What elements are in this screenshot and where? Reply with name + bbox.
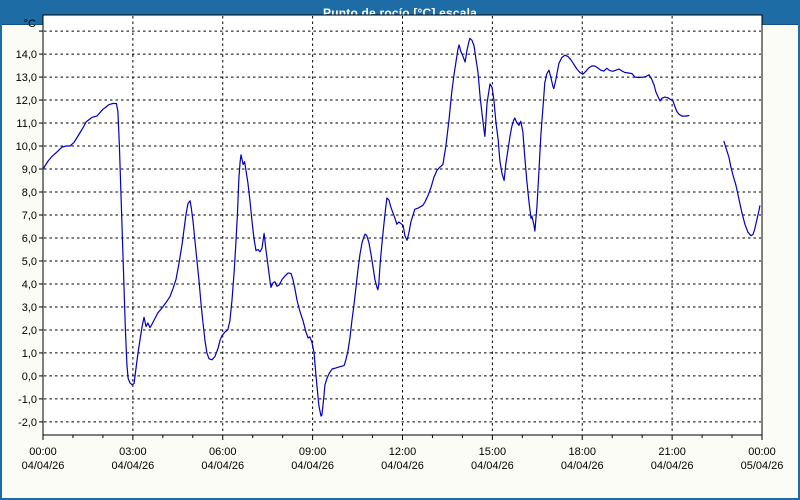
- y-tick-label: 4,0: [22, 279, 37, 291]
- x-tick-date-label: 05/04/26: [741, 460, 784, 472]
- y-tick-label: 1,0: [22, 348, 37, 360]
- y-tick-label: 5,0: [22, 256, 37, 268]
- x-tick-time-label: 00:00: [748, 446, 776, 458]
- x-tick-date-label: 04/04/26: [291, 460, 334, 472]
- y-tick-label: -1,0: [18, 394, 37, 406]
- y-tick-label: 2,0: [22, 325, 37, 337]
- x-tick-time-label: 21:00: [658, 446, 686, 458]
- y-tick-label: 14,0: [16, 49, 37, 61]
- y-tick-label: 9,0: [22, 164, 37, 176]
- y-tick-label: 8,0: [22, 187, 37, 199]
- x-tick-date-label: 04/04/26: [201, 460, 244, 472]
- x-tick-time-label: 15:00: [479, 446, 507, 458]
- x-tick-date-label: 04/04/26: [651, 460, 694, 472]
- y-tick-label: 6,0: [22, 233, 37, 245]
- y-axis-unit-label: °C: [24, 18, 36, 30]
- y-tick-label: 10,0: [16, 141, 37, 153]
- x-tick-date-label: 04/04/26: [471, 460, 514, 472]
- x-tick-date-label: 04/04/26: [381, 460, 424, 472]
- y-tick-label: 3,0: [22, 302, 37, 314]
- x-tick-date-label: 04/04/26: [561, 460, 604, 472]
- y-tick-label: 12,0: [16, 95, 37, 107]
- y-tick-label: -2,0: [18, 417, 37, 429]
- x-tick-time-label: 18:00: [568, 446, 596, 458]
- x-tick-date-label: 04/04/26: [111, 460, 154, 472]
- y-tick-label: 11,0: [16, 118, 37, 130]
- dew-point-line-segment: [723, 140, 761, 237]
- x-tick-time-label: 03:00: [119, 446, 147, 458]
- dew-point-line-segment: [42, 37, 690, 417]
- x-tick-date-label: 04/04/26: [22, 460, 65, 472]
- y-tick-label: 7,0: [22, 210, 37, 222]
- x-tick-time-label: 09:00: [299, 446, 327, 458]
- y-tick-label: 13,0: [16, 72, 37, 84]
- x-tick-time-label: 06:00: [209, 446, 237, 458]
- y-tick-label: 0,0: [22, 371, 37, 383]
- dew-point-chart: 14,0 13,0 12,0 11,0 10,0 9,0 8,0 7,0 6,0 5,0 4,0 3,…: [16, 14, 784, 472]
- x-tick-time-label: 00:00: [29, 446, 57, 458]
- x-tick-time-label: 12:00: [389, 446, 417, 458]
